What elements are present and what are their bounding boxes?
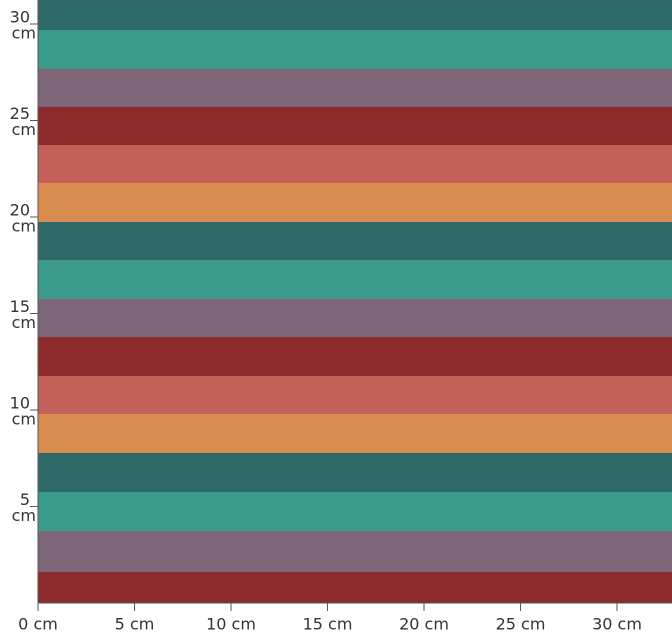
stripe	[38, 376, 672, 414]
stripe	[38, 453, 672, 492]
y-scale-number: 5	[20, 490, 30, 509]
x-scale-label: 15 cm	[303, 615, 353, 634]
x-scale-label: 5 cm	[115, 615, 155, 634]
stripe	[38, 222, 672, 260]
stripe	[38, 299, 672, 337]
stripe	[38, 145, 672, 183]
x-scale-label: 0 cm	[18, 615, 58, 634]
y-scale-unit: cm	[12, 410, 36, 429]
stripe	[38, 492, 672, 531]
y-scale-number: 10	[10, 394, 30, 413]
y-scale-number: 30	[10, 8, 30, 27]
stripe	[38, 0, 672, 30]
stripe	[38, 30, 672, 69]
fabric	[38, 0, 672, 603]
stripe	[38, 531, 672, 572]
y-scale-unit: cm	[12, 24, 36, 43]
y-scale-number: 15	[10, 297, 30, 316]
y-scale-unit: cm	[12, 120, 36, 139]
stripe	[38, 183, 672, 222]
stripe	[38, 414, 672, 453]
stripe	[38, 260, 672, 299]
stripe	[38, 69, 672, 107]
y-scale-unit: cm	[12, 217, 36, 236]
y-scale-unit: cm	[12, 506, 36, 525]
stripe	[38, 337, 672, 376]
x-scale-label: 30 cm	[592, 615, 642, 634]
x-scale-label: 20 cm	[399, 615, 449, 634]
x-scale-label: 10 cm	[206, 615, 256, 634]
y-scale-number: 25	[10, 104, 30, 123]
stripe	[38, 572, 672, 603]
y-scale-unit: cm	[12, 313, 36, 332]
y-scale-number: 20	[10, 201, 30, 220]
stripe	[38, 107, 672, 145]
x-scale-label: 25 cm	[496, 615, 546, 634]
